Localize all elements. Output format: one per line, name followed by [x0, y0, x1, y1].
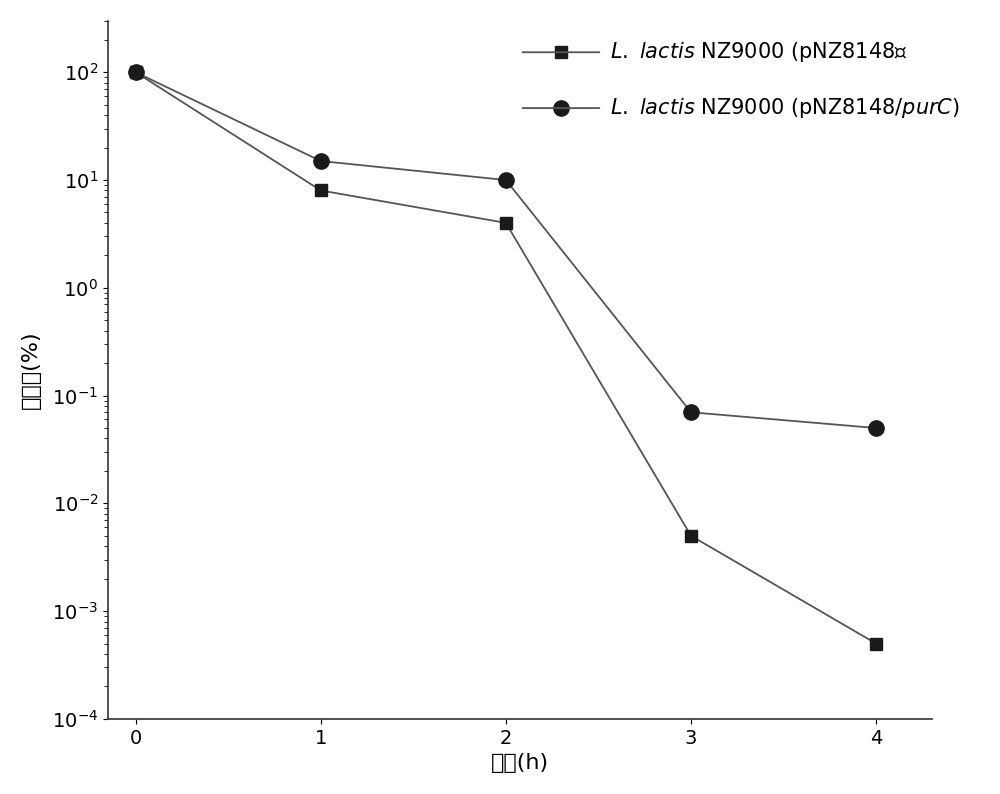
Text: $\it{L.\ lactis}$ NZ9000 (pNZ8148/$\it{purC}$): $\it{L.\ lactis}$ NZ9000 (pNZ8148/$\it{p…: [610, 96, 960, 120]
Text: $\it{L.\ lactis}$ NZ9000 (pNZ8148）: $\it{L.\ lactis}$ NZ9000 (pNZ8148）: [610, 40, 908, 64]
Y-axis label: 存活率(%): 存活率(%): [21, 330, 41, 409]
X-axis label: 时间(h): 时间(h): [491, 754, 549, 773]
